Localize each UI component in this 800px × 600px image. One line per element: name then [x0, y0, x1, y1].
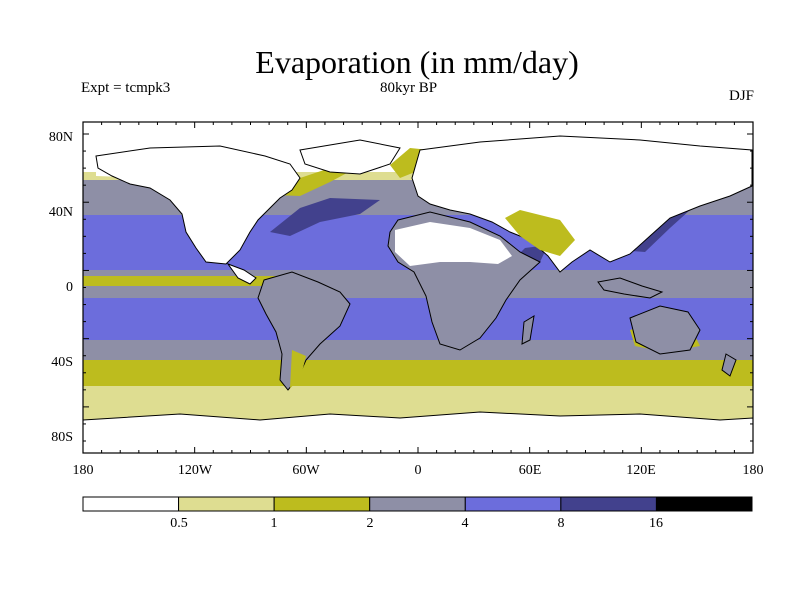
colorbar [82, 496, 753, 512]
colorbar-label: 0.5 [170, 516, 188, 531]
colorbar-label: 16 [649, 516, 663, 531]
x-tick-label: 180 [743, 463, 764, 478]
band-southern-ocean [83, 360, 753, 390]
x-axis-labels: 180 120W 60W 0 60E 120E 180 [73, 463, 764, 478]
x-tick-label: 0 [415, 463, 422, 478]
colorbar-swatch [464, 496, 562, 512]
x-tick-label: 180 [73, 463, 94, 478]
colorbar-swatch [82, 496, 180, 512]
colorbar-swatch [178, 496, 275, 512]
patagonia [290, 350, 306, 388]
colorbar-label: 8 [558, 516, 565, 531]
antarctica [83, 411, 753, 453]
x-tick-label: 60W [292, 463, 320, 478]
sahara [395, 222, 512, 266]
madagascar [521, 315, 535, 345]
colorbar-swatch [560, 496, 657, 512]
colorbar-labels: 0.5 1 2 4 8 16 [170, 516, 663, 531]
colorbar-swatch [273, 496, 371, 512]
experiment-label: Expt = tcmpk3 [81, 80, 171, 96]
y-tick-label: 80S [51, 430, 73, 445]
colorbar-label: 2 [367, 516, 374, 531]
indonesia [597, 277, 664, 299]
y-tick-label: 80N [49, 130, 73, 145]
colorbar-label: 1 [271, 516, 278, 531]
map-field [83, 122, 753, 453]
north-america [95, 145, 301, 265]
y-tick-label: 40N [49, 205, 73, 220]
x-tick-label: 120W [178, 463, 213, 478]
middle-east-band [505, 210, 575, 256]
new-zealand [721, 353, 737, 377]
season-label: DJF [728, 88, 754, 104]
map-title: Evaporation (in mm/day) [255, 44, 579, 80]
colorbar-swatch [655, 496, 753, 512]
x-tick-label: 120E [626, 463, 656, 478]
frame-ticks [82, 122, 754, 453]
band-cold-tongue [83, 276, 283, 286]
period-label: 80kyr BP [380, 80, 438, 96]
central-america [226, 262, 257, 285]
eurasia [411, 135, 753, 273]
colorbar-label: 4 [462, 516, 469, 531]
australia [629, 305, 701, 355]
y-axis-labels: 80N 40N 0 40S 80S [49, 130, 73, 445]
colorbar-swatch [369, 496, 466, 512]
labrador-sea-band [275, 166, 360, 196]
gulf-stream-max [270, 198, 380, 236]
y-tick-label: 40S [51, 355, 73, 370]
greenland [299, 139, 401, 175]
x-tick-label: 60E [519, 463, 542, 478]
y-tick-label: 0 [66, 280, 73, 295]
